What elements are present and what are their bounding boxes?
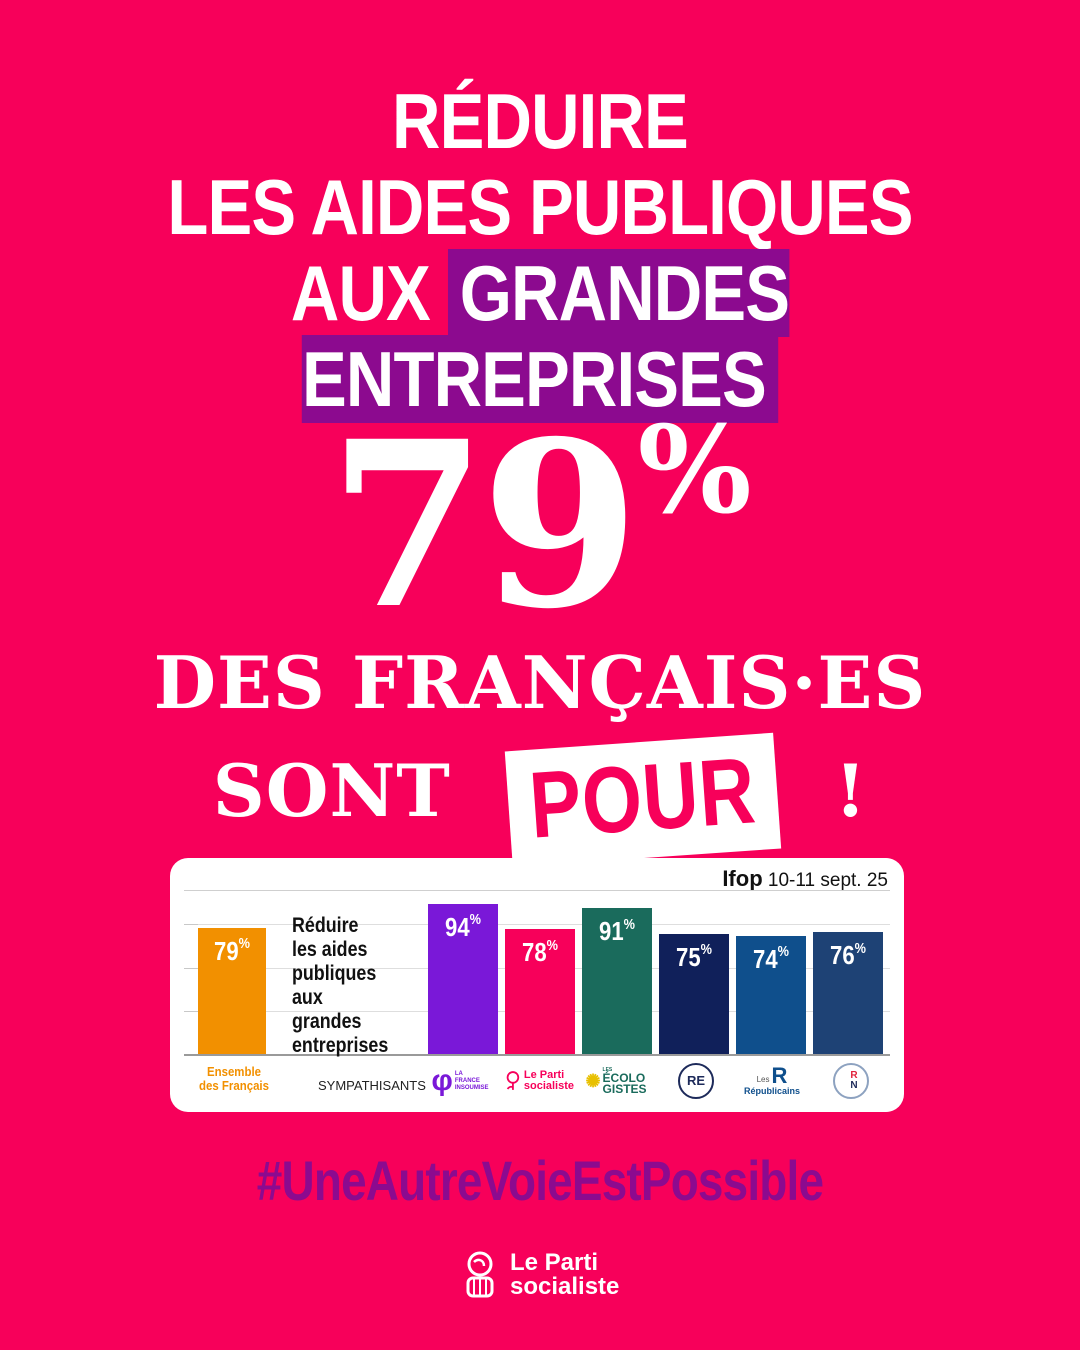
ensemble-label: Ensemble des Français <box>199 1064 269 1093</box>
bar-la-france-insoumise: 94% <box>428 903 498 1054</box>
bar-value-label: 75% <box>676 941 712 972</box>
logo-ecologistes: ✺ LES ÉCOLO GISTES <box>585 1066 647 1096</box>
bar-value-label: 94% <box>445 910 481 942</box>
tagline-line-2: SONT POUR ! <box>0 728 1080 868</box>
brand-logo: Le Parti socialiste <box>458 1250 619 1300</box>
chart-source-date: 10-11 sept. 25 <box>767 870 888 891</box>
chart-source-name: Ifop <box>722 866 763 891</box>
bar-value-label: 91% <box>599 915 635 947</box>
bar-label-ensemble: 79% <box>214 934 250 966</box>
title-line-2: LES AIDES PUBLIQUES <box>167 163 913 251</box>
bar-value-label: 78% <box>522 936 558 968</box>
title: RÉDUIRE LES AIDES PUBLIQUES AUX GRANDES … <box>76 77 1005 423</box>
bar-value-label: 74% <box>753 942 789 974</box>
tagline-line-1: DES FRANÇAIS·ES <box>153 640 927 725</box>
title-line-3: AUX GRANDES ENTREPRISES <box>76 249 1005 423</box>
chart-source: Ifop 10-11 sept. 25 <box>722 866 888 892</box>
big-percent-sign: % <box>637 400 752 541</box>
question-line: entreprises <box>292 1034 389 1057</box>
sympathisants-label: SYMPATHISANTS <box>318 1078 426 1093</box>
question-line: Réduire <box>292 914 359 937</box>
question-line: publiques <box>292 962 377 985</box>
tagline-suffix: ! <box>834 748 868 833</box>
sun-icon: ✺ <box>585 1071 601 1091</box>
bar-rn: 76% <box>813 932 883 1054</box>
chart-question: Réduire les aides publiques aux grandes … <box>292 914 394 1058</box>
chart-gridline <box>184 924 890 926</box>
logo-lfi: φ LA FRANCE INSOUMISE <box>431 1064 489 1097</box>
bar-les-cologistes: 91% <box>582 908 652 1054</box>
logo-re: RE <box>675 1062 717 1100</box>
title-line-1: RÉDUIRE <box>392 77 689 165</box>
question-line: les aides <box>292 938 368 961</box>
tagline-prefix: SONT <box>212 748 451 833</box>
big-percent: 79% <box>0 400 1080 640</box>
question-line: aux grandes <box>292 986 362 1033</box>
big-percent-value: 79 <box>328 391 639 659</box>
bar-le-parti-socialiste: 78% <box>505 929 575 1054</box>
poll-chart: Ifop 10-11 sept. 25 79% Réduire les aide… <box>170 858 904 1112</box>
rose-icon <box>506 1071 520 1090</box>
chart-top-rule <box>184 890 890 891</box>
rose-fist-icon <box>466 1251 494 1298</box>
pour-stamp: POUR <box>504 732 781 868</box>
bar-les-r-publicains: 74% <box>736 935 806 1054</box>
hashtag: #UneAutreVoieEstPossible <box>256 1149 824 1212</box>
chart-baseline <box>184 1054 890 1056</box>
logo-lr: Les R Républicains <box>743 1063 800 1097</box>
bar-value-label: 76% <box>830 939 866 971</box>
bar-re: 75% <box>659 934 729 1054</box>
bar-ensemble: 79% <box>198 927 266 1054</box>
logo-ps: Le Parti socialiste <box>504 1062 574 1100</box>
brand-text: Le Parti socialiste <box>510 1249 620 1300</box>
title-line-3-prefix: AUX <box>290 249 431 337</box>
phi-icon: φ <box>431 1064 453 1097</box>
